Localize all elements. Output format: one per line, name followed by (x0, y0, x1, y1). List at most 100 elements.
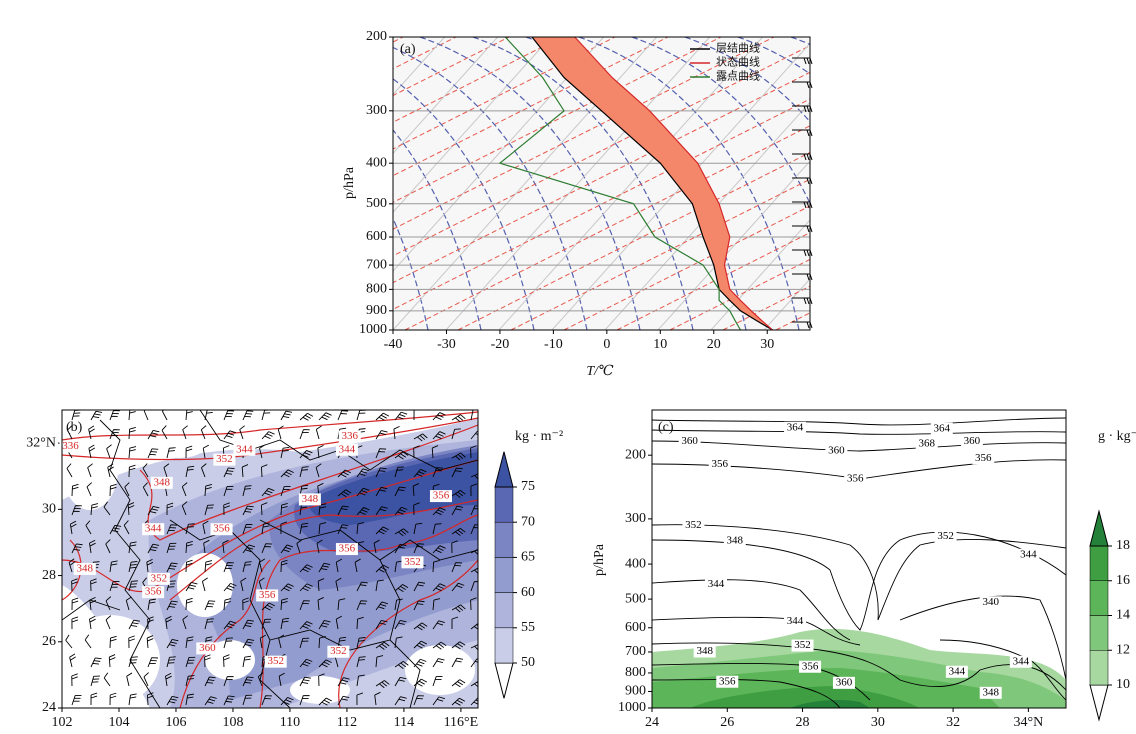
wind-barb (280, 486, 291, 497)
wind-barb (470, 597, 477, 611)
y-tick-label: 700 (625, 644, 646, 659)
contour-label-bg (142, 586, 165, 599)
wind-barb (223, 637, 233, 649)
wind-barb (375, 526, 389, 535)
wind-barb (242, 523, 253, 535)
y-tick-label: 1000 (359, 322, 387, 337)
dry-adiabat (775, 312, 810, 330)
wind-barb (451, 540, 458, 554)
wind-barb (432, 467, 444, 478)
wind-barb (88, 444, 96, 459)
wind-barb (356, 487, 370, 497)
isotherm (498, 37, 764, 330)
contour-label: 336 (62, 440, 79, 452)
y-tick-label: 400 (625, 556, 646, 571)
contour-label-bg (73, 562, 96, 575)
contour-label-bg (327, 645, 350, 658)
contour-label-bg (678, 435, 701, 448)
wind-barb (317, 578, 325, 592)
y-tick-label: 32°N (26, 435, 56, 450)
cape-fill (532, 37, 773, 330)
wind-barb (165, 615, 173, 630)
contour-label-bg (825, 445, 848, 458)
wind-barb (394, 528, 409, 537)
wind-barb (143, 410, 149, 421)
wind-barb (394, 619, 407, 630)
wind-barb (337, 598, 346, 611)
wind-barb (86, 482, 93, 497)
wind-barb (375, 448, 387, 459)
moist-adiabat (0, 37, 163, 330)
wind-barb (71, 616, 79, 630)
isotherm (445, 37, 711, 330)
contour-label-bg (723, 534, 746, 547)
moist-adiabat (0, 37, 216, 330)
contour-label-bg (844, 473, 867, 486)
y-tick-label: 500 (366, 196, 387, 211)
wind-barb (103, 501, 111, 516)
isotherm (604, 101, 810, 330)
wind-barb (394, 411, 408, 421)
wind-barb (125, 596, 132, 611)
isotherm (763, 278, 810, 330)
wind-barb (432, 431, 446, 440)
wind-barb (242, 694, 253, 706)
contour-label: 356 (259, 589, 276, 601)
wind-barb (432, 545, 446, 554)
wind-barb (792, 297, 813, 305)
wind-barb (393, 425, 400, 440)
wind-barb (375, 641, 390, 650)
wind-barb (432, 620, 445, 630)
wind-barb (258, 577, 265, 592)
moist-adiabat (897, 37, 1117, 330)
contour-label: 356 (213, 523, 230, 535)
wind-barb (318, 620, 331, 630)
wind-barb (337, 505, 349, 516)
wind-barb (69, 520, 77, 535)
wind-barb (413, 622, 428, 631)
contour-label: 356 (145, 586, 162, 598)
cross-section-background (652, 417, 1066, 708)
wind-barb (90, 578, 97, 592)
wind-barb (89, 539, 96, 554)
moist-adiabat (49, 37, 269, 330)
wind-barb (470, 581, 478, 592)
wind-barb (223, 562, 234, 573)
y-tick-label: 200 (366, 29, 387, 44)
wind-barb (470, 430, 478, 440)
contour-label-bg (945, 665, 968, 678)
wind-barb (337, 677, 350, 687)
wind-barb (432, 507, 446, 516)
wind-barb (259, 634, 267, 649)
wind-barb (356, 522, 365, 535)
wind-barb (71, 410, 82, 421)
wind-barb (87, 463, 93, 478)
y-tick-label: 500 (625, 591, 646, 606)
wind-barb (106, 444, 112, 459)
colorbar-tick-label: 16 (1116, 573, 1130, 588)
wind-barb (185, 559, 193, 573)
contour-label: 356 (339, 543, 356, 555)
contour-label: 348 (77, 562, 94, 574)
wind-barb (185, 410, 193, 421)
wind-barb (142, 463, 149, 478)
wind-barb (204, 560, 213, 573)
wind-barb (375, 680, 390, 689)
wind-barb (147, 657, 158, 668)
colorbar-tick-label: 12 (1116, 642, 1130, 657)
wind-barb (147, 543, 160, 554)
wind-barb (261, 695, 272, 706)
wind-barb (451, 527, 466, 536)
contour-label-bg (934, 530, 957, 543)
moist-adiabat (393, 78, 535, 330)
y-tick-label: 28 (42, 568, 56, 583)
dry-adiabat (393, 71, 810, 284)
contour-label: 352 (216, 453, 233, 465)
wind-barb (166, 502, 174, 516)
wind-barb (792, 249, 813, 257)
isotherm (393, 37, 605, 272)
contour-label: 360 (964, 435, 981, 447)
wind-barb (375, 412, 390, 421)
wind-barb (71, 695, 82, 706)
contour-label-bg (708, 458, 731, 471)
